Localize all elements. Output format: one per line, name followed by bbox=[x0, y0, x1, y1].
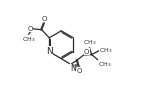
Text: CH$_3$: CH$_3$ bbox=[98, 60, 111, 69]
Text: O: O bbox=[77, 68, 82, 74]
Text: N: N bbox=[46, 47, 53, 56]
Text: O: O bbox=[84, 49, 89, 55]
Text: O: O bbox=[42, 16, 47, 22]
Text: CH$_3$: CH$_3$ bbox=[22, 35, 35, 44]
Text: H: H bbox=[72, 64, 77, 69]
Text: O: O bbox=[28, 26, 33, 32]
Text: N: N bbox=[70, 64, 75, 73]
Text: CH$_3$: CH$_3$ bbox=[83, 38, 96, 47]
Text: CH$_3$: CH$_3$ bbox=[99, 47, 112, 55]
